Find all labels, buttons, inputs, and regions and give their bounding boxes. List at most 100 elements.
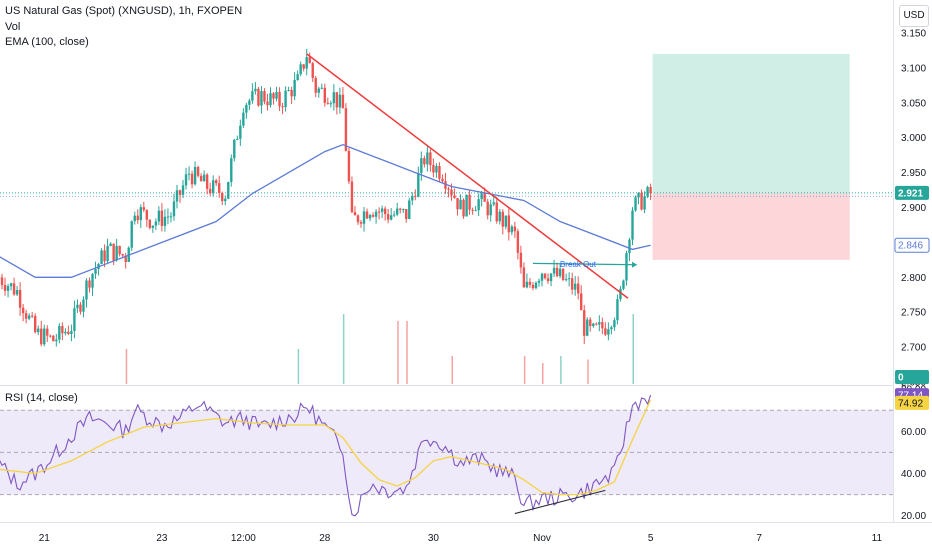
candle bbox=[121, 254, 124, 256]
candle bbox=[230, 158, 233, 182]
volume-legend[interactable]: Vol bbox=[5, 21, 21, 33]
candle bbox=[329, 103, 333, 105]
candle bbox=[377, 211, 381, 213]
candle bbox=[411, 195, 414, 201]
price-tick-label: 3.000 bbox=[901, 133, 926, 144]
candle bbox=[61, 325, 64, 334]
volume-tag-bg bbox=[895, 370, 929, 384]
candle bbox=[414, 195, 417, 197]
candle bbox=[634, 197, 637, 211]
candle bbox=[519, 252, 523, 268]
last-price-tag: 2.921 bbox=[898, 188, 923, 199]
candle bbox=[299, 64, 302, 75]
candle bbox=[290, 89, 293, 97]
time-tick-label: 12:00 bbox=[231, 533, 256, 544]
candle bbox=[628, 239, 631, 254]
candle bbox=[516, 231, 520, 253]
candle bbox=[383, 208, 387, 215]
candle bbox=[546, 278, 550, 282]
candle bbox=[543, 273, 547, 279]
candle bbox=[580, 293, 583, 311]
candle bbox=[199, 175, 203, 182]
candle bbox=[380, 208, 384, 212]
candle bbox=[112, 243, 115, 261]
rsi-ma-line bbox=[0, 399, 652, 496]
candle bbox=[613, 320, 616, 328]
candle bbox=[254, 88, 257, 92]
candle bbox=[459, 199, 462, 210]
candle bbox=[350, 181, 354, 213]
candle bbox=[251, 91, 254, 101]
candle bbox=[456, 198, 459, 210]
candle bbox=[0, 277, 4, 285]
candle bbox=[187, 173, 191, 175]
candle bbox=[227, 181, 230, 199]
candle bbox=[85, 280, 88, 300]
volume-bar bbox=[451, 356, 453, 384]
rsi-ma-value-tag: 74.92 bbox=[898, 398, 923, 409]
candle bbox=[260, 91, 263, 106]
candle bbox=[356, 215, 360, 223]
rsi-ma-tag-bg bbox=[895, 395, 929, 410]
candle bbox=[163, 216, 167, 226]
candle bbox=[622, 280, 625, 289]
candle bbox=[570, 278, 574, 290]
candle bbox=[148, 219, 152, 228]
time-tick-label: 30 bbox=[428, 533, 440, 544]
candle bbox=[64, 331, 67, 334]
candle bbox=[474, 210, 477, 212]
candle bbox=[426, 152, 429, 165]
candle bbox=[100, 250, 103, 264]
candle bbox=[43, 328, 46, 345]
candle bbox=[58, 325, 61, 340]
last-price-tag-bg bbox=[895, 185, 929, 200]
candle bbox=[604, 328, 607, 335]
candle bbox=[399, 208, 402, 210]
price-tick-label: 3.150 bbox=[901, 28, 926, 39]
candle bbox=[109, 243, 112, 247]
candle bbox=[489, 204, 492, 216]
target-zone bbox=[652, 53, 850, 194]
candle bbox=[317, 88, 320, 93]
candle bbox=[326, 102, 330, 104]
time-tick-label: 5 bbox=[648, 533, 654, 544]
symbol-title[interactable]: US Natural Gas (Spot) (XNGUSD), 1h, FXOP… bbox=[5, 5, 243, 17]
candle bbox=[233, 139, 236, 159]
candle bbox=[332, 92, 336, 104]
candle bbox=[320, 87, 323, 89]
candle bbox=[567, 278, 571, 280]
volume-bar bbox=[397, 321, 399, 384]
candle bbox=[347, 150, 351, 182]
candle bbox=[49, 335, 52, 337]
candle bbox=[308, 57, 311, 64]
candle bbox=[637, 192, 640, 198]
candle bbox=[374, 211, 378, 217]
rsi-legend[interactable]: RSI (14, close) bbox=[5, 392, 78, 404]
candle bbox=[558, 268, 562, 277]
volume-bar bbox=[297, 349, 300, 384]
volume-bar bbox=[342, 314, 345, 384]
candle bbox=[616, 299, 619, 321]
time-tick-label: Nov bbox=[533, 533, 551, 544]
candle bbox=[420, 158, 423, 174]
candle bbox=[368, 214, 372, 219]
candle bbox=[196, 166, 200, 176]
candle bbox=[610, 327, 613, 330]
candle bbox=[124, 255, 127, 263]
ema-legend[interactable]: EMA (100, close) bbox=[5, 36, 89, 48]
candle bbox=[224, 198, 227, 202]
candle bbox=[175, 190, 179, 202]
candle bbox=[483, 193, 486, 202]
candle bbox=[371, 214, 375, 217]
candle bbox=[202, 174, 206, 182]
candle bbox=[27, 315, 31, 319]
candle bbox=[266, 101, 269, 106]
candle bbox=[486, 201, 489, 216]
candle bbox=[498, 211, 501, 222]
candle bbox=[432, 165, 435, 173]
candle bbox=[302, 64, 305, 69]
currency-selector[interactable]: USD bbox=[899, 5, 929, 27]
candle bbox=[335, 92, 339, 108]
volume-tag: 0 bbox=[898, 373, 904, 384]
